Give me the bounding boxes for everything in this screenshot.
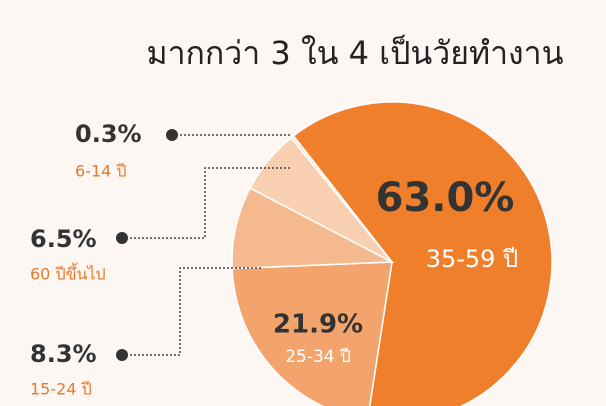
leader-dot (116, 232, 128, 244)
leader-dot (166, 129, 178, 141)
value-label: 8.3% (30, 340, 97, 368)
leader-line (122, 167, 292, 239)
pie-slice (290, 134, 393, 263)
leader-dot (116, 349, 128, 361)
pie-slice (292, 101, 553, 406)
category-label: 35-59 ปี (426, 245, 519, 273)
value-label: 0.3% (75, 120, 142, 148)
pie-slice (231, 261, 393, 406)
leader-line (122, 267, 262, 356)
category-label: 6-14 ปี (75, 162, 127, 181)
chart-title: มากกว่า 3 ใน 4 เป็นวัยทำงาน (146, 34, 563, 72)
value-label: 21.9% (273, 310, 363, 340)
value-label: 63.0% (376, 175, 515, 221)
category-label: 60 ปีขึ้นไป (30, 263, 106, 284)
category-label: 15-24 ปี (30, 380, 92, 399)
category-label: 25-34 ปี (285, 347, 351, 367)
value-label: 6.5% (30, 225, 97, 253)
